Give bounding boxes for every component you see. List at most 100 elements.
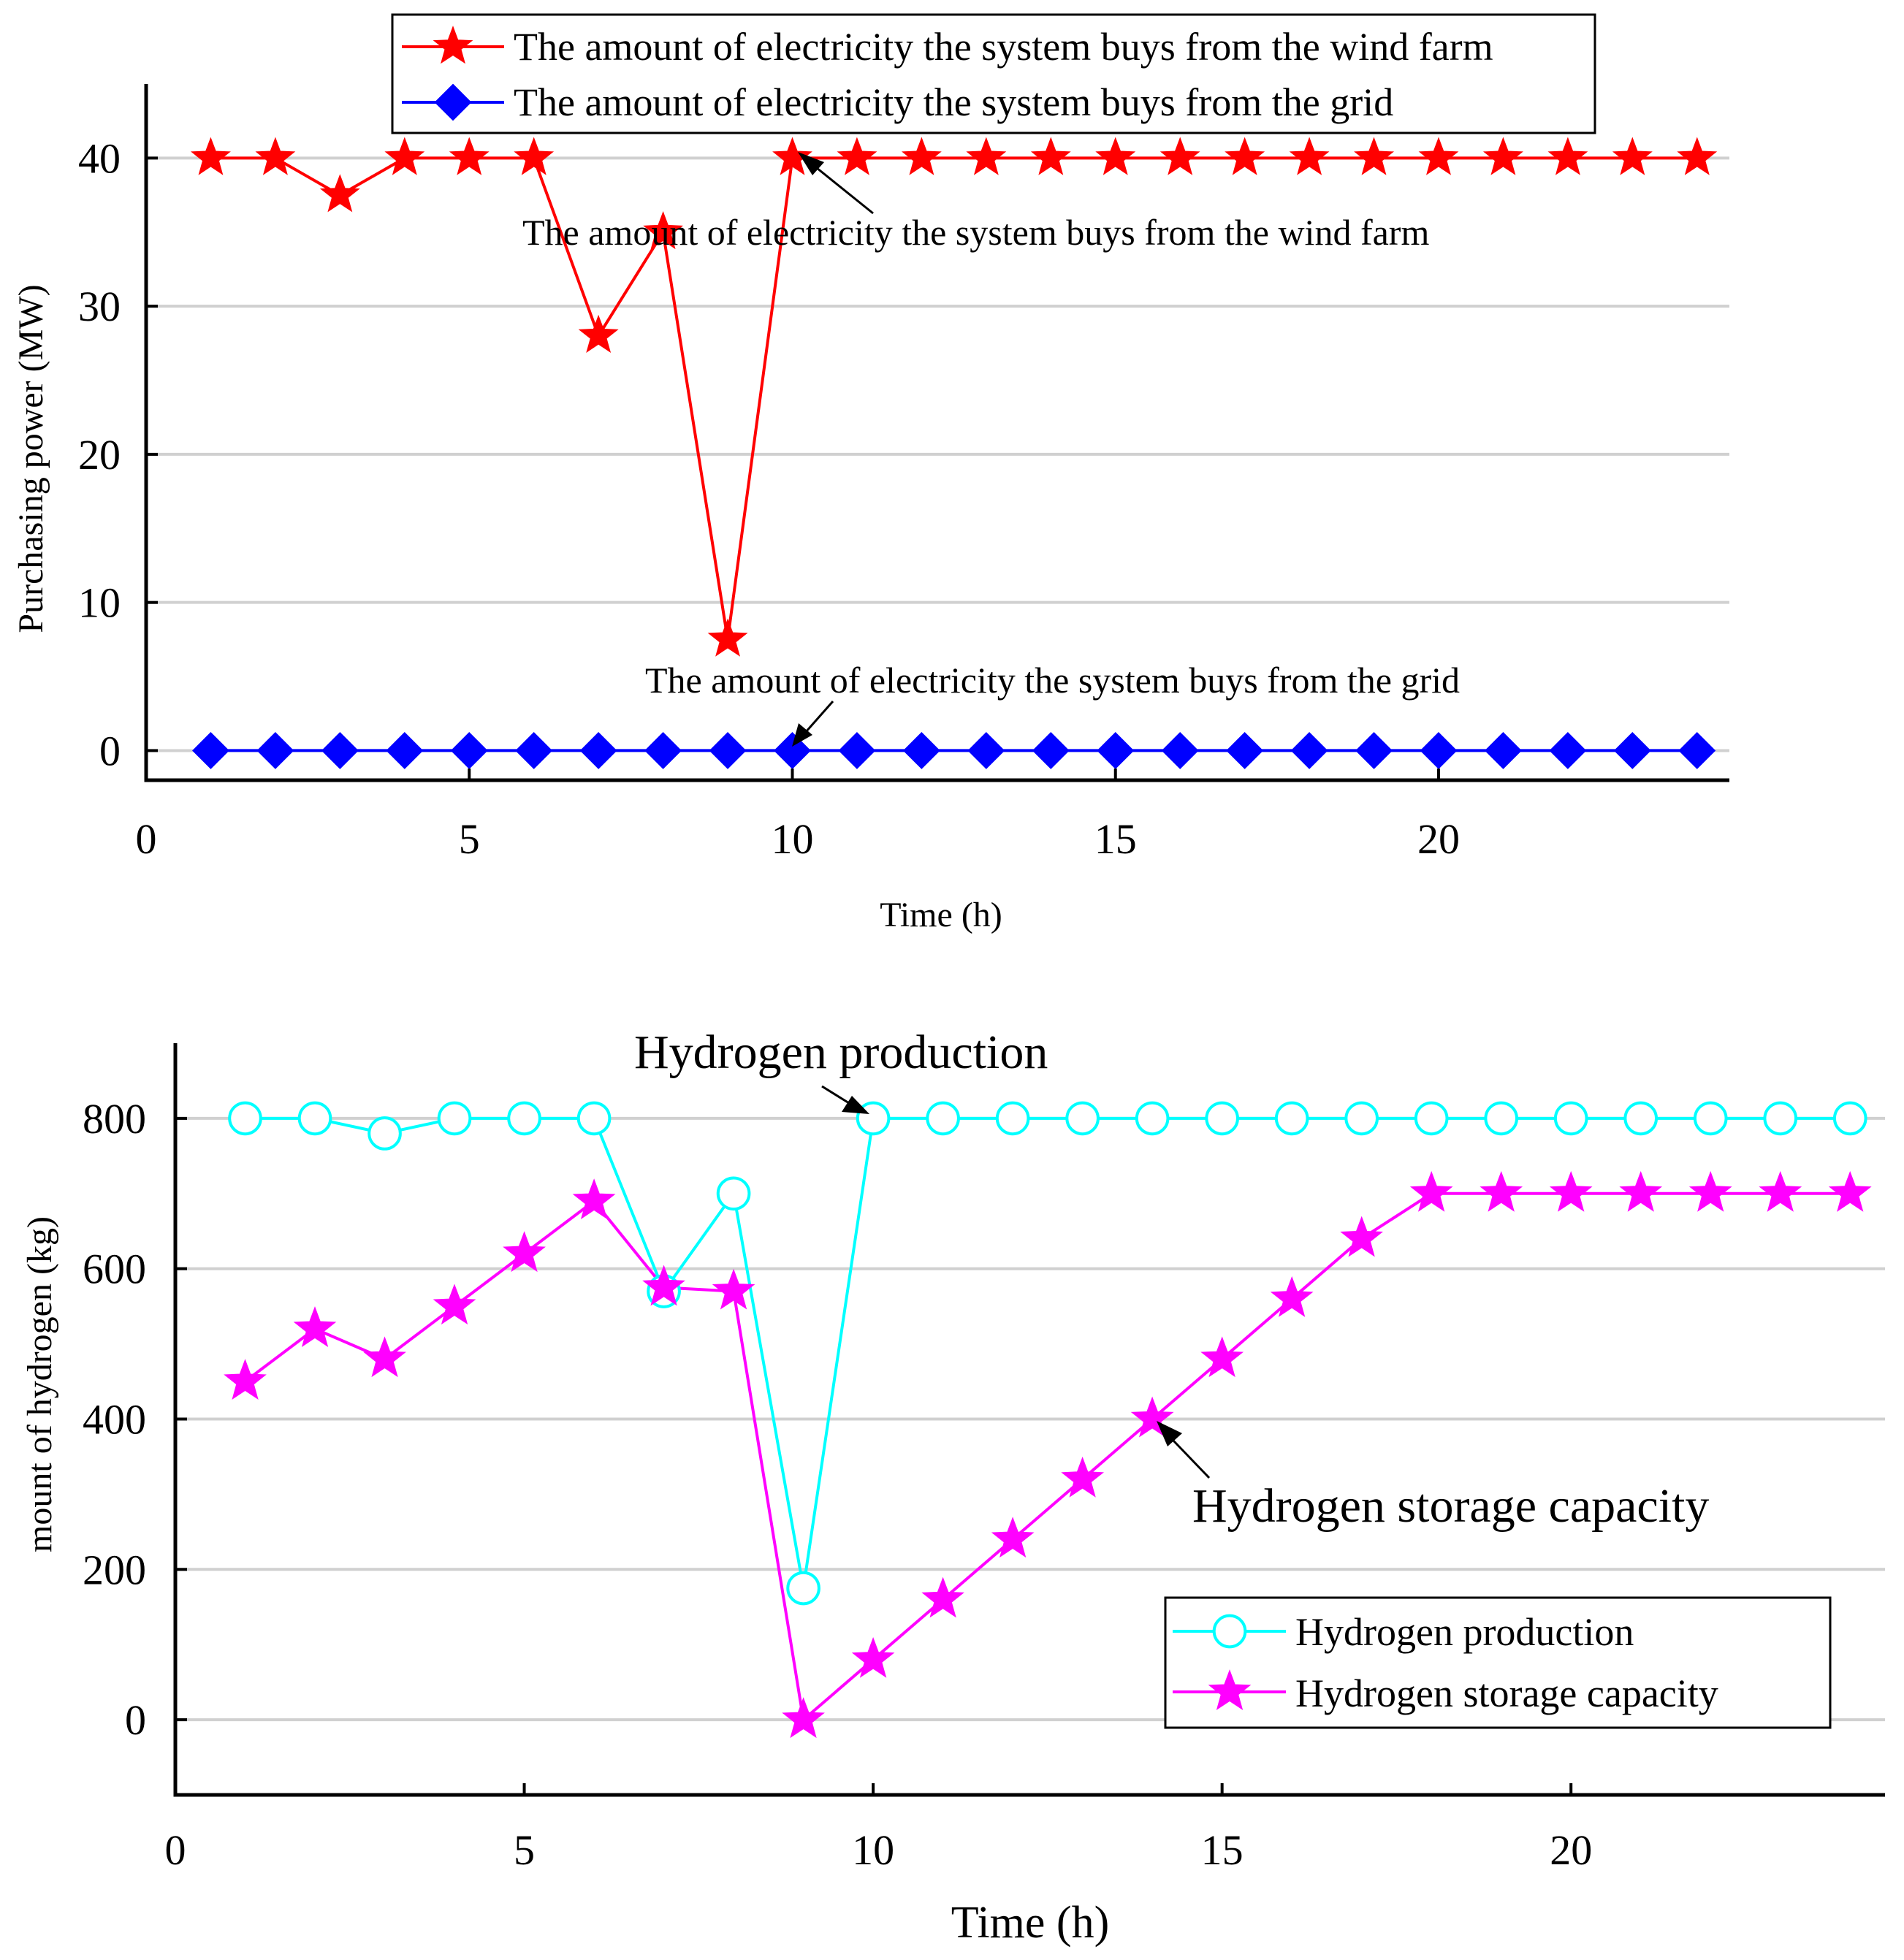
data-point [1344,1101,1379,1136]
bottom-series-markers [224,1101,1872,1739]
data-point [1225,137,1265,175]
bottom-legend: Hydrogen production Hydrogen storage cap… [1164,1596,1832,1729]
top-annotation-grid-text: The amount of electricity the system buy… [645,660,1460,701]
data-point [782,1697,825,1739]
data-point [1623,1101,1659,1136]
data-point [1613,732,1651,769]
data-point [1030,137,1071,175]
data-point [921,1576,964,1618]
x-tick-label: 15 [1201,1826,1244,1874]
data-point [926,1101,960,1136]
data-point [576,1101,612,1136]
data-point [1484,1101,1519,1136]
data-point [966,137,1007,175]
data-point [1095,137,1136,175]
bottom-tick-labels: 0 200 400 600 800 0 5 10 15 20 [83,1095,1592,1874]
data-point [1414,1101,1449,1136]
data-point [707,618,748,657]
data-point [995,1101,1030,1136]
data-point [297,1101,332,1136]
x-tick-label: 20 [1550,1826,1592,1874]
data-point [1135,1101,1170,1136]
y-tick-label: 20 [78,431,121,478]
data-point [1678,732,1716,769]
data-point [363,1336,406,1378]
x-tick-label: 5 [514,1826,535,1874]
data-point [514,137,555,175]
data-point [774,732,811,769]
data-point [1483,137,1523,175]
data-point [643,210,684,250]
data-point [321,732,359,769]
x-tick-label: 15 [1094,815,1137,863]
top-annotation-wind: The amount of electricity the system buy… [522,152,1429,253]
data-point [991,1517,1035,1558]
data-point [255,137,296,175]
data-point [1619,1170,1663,1212]
x-tick-label: 20 [1417,815,1460,863]
top-y-axis-label: Purchasing power (MW) [12,284,50,633]
data-point [1549,1170,1593,1212]
data-point [1032,732,1070,769]
data-point [1418,137,1459,175]
bottom-annotation-storage-text: Hydrogen storage capacity [1192,1479,1709,1533]
data-point [1409,1170,1453,1212]
data-point [709,732,747,769]
data-point [1763,1101,1798,1136]
y-tick-label: 40 [78,134,121,182]
data-point [450,732,488,769]
top-legend: The amount of electricity the system buy… [391,13,1596,134]
bottom-y-axis-label: mount of hydrogen (kg) [20,1216,59,1552]
data-point [1480,1170,1523,1212]
data-point [449,137,490,175]
data-point [319,174,360,213]
y-tick-label: 10 [78,579,121,627]
data-point [1420,732,1458,769]
data-point [433,1284,476,1325]
bottom-legend-label-production: Hydrogen production [1295,1610,1634,1654]
x-tick-label: 0 [165,1826,186,1874]
legend-marker [433,26,473,64]
data-point [1289,137,1330,175]
data-point [1205,1101,1239,1136]
data-point [967,732,1005,769]
data-point [1355,732,1393,769]
y-tick-label: 200 [83,1546,146,1593]
top-series-markers [190,137,1718,769]
data-point [228,1101,262,1136]
data-point [1097,732,1135,769]
data-point [772,137,812,175]
top-legend-marker-wind [433,26,473,64]
data-point [1270,1276,1314,1317]
data-point [1828,1170,1872,1212]
data-point [256,732,294,769]
data-point [1549,732,1587,769]
data-point [386,732,424,769]
data-point [902,732,940,769]
data-point [579,732,617,769]
data-point [192,732,229,769]
data-point [902,137,942,175]
top-legend-label-grid: The amount of electricity the system buy… [514,80,1393,124]
top-legend-marker-grid [434,83,472,121]
data-point [190,137,231,175]
data-point [1485,732,1522,769]
data-point [1061,1456,1105,1498]
data-point [1200,1336,1244,1378]
data-point [1065,1101,1100,1136]
y-tick-label: 800 [83,1095,146,1143]
purchasing-power-chart: 0 10 20 30 40 0 5 10 15 20 Time (h) Purchasing po… [12,13,1729,934]
x-tick-label: 0 [136,815,157,863]
bottom-annotation-storage: Hydrogen storage capacity [1157,1421,1709,1533]
data-point [716,1176,751,1211]
data-point [1693,1101,1728,1136]
data-point [1290,732,1328,769]
data-point [712,1268,755,1310]
x-tick-label: 10 [771,815,813,863]
data-point [1161,732,1199,769]
top-legend-entry-wind: The amount of electricity the system buy… [402,25,1493,69]
data-point [1159,137,1200,175]
data-point [1130,1396,1174,1438]
data-point [1759,1170,1802,1212]
legend-marker [1208,1669,1252,1711]
